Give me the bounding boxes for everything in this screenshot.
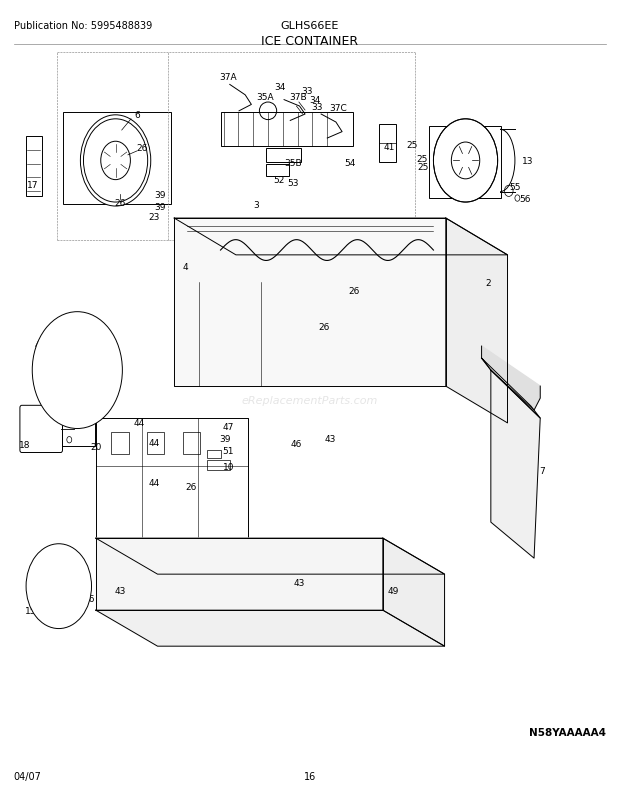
Text: GLHS66EE: GLHS66EE [281, 22, 339, 31]
Bar [215, 556, 250, 602]
Text: 52: 52 [273, 176, 285, 185]
Bar [147, 432, 164, 455]
Text: 44: 44 [149, 478, 160, 487]
Bar [221, 113, 353, 147]
Text: 35B: 35B [284, 158, 301, 168]
Text: 39: 39 [154, 202, 166, 211]
Text: 49: 49 [388, 586, 399, 595]
Polygon shape [482, 346, 540, 411]
Text: 50: 50 [44, 402, 55, 411]
Text: 4: 4 [182, 262, 188, 271]
Text: 18: 18 [19, 440, 30, 449]
Text: ICE CONTAINER: ICE CONTAINER [262, 35, 358, 48]
Text: 56: 56 [519, 194, 531, 203]
Polygon shape [383, 538, 445, 646]
Bar [183, 432, 200, 455]
Text: 44: 44 [149, 438, 160, 447]
Text: 3: 3 [254, 200, 259, 209]
Text: 39: 39 [154, 190, 166, 199]
Circle shape [81, 115, 151, 207]
Text: 43: 43 [115, 586, 126, 595]
Bar [379, 124, 396, 163]
Circle shape [32, 312, 122, 429]
Text: 13: 13 [521, 156, 533, 166]
Bar [275, 556, 311, 602]
Text: 45B: 45B [96, 367, 112, 375]
Text: 04/07: 04/07 [14, 771, 42, 780]
Text: 10: 10 [223, 462, 234, 471]
Text: 20: 20 [90, 442, 102, 451]
Text: 45A: 45A [96, 385, 112, 395]
Text: 26: 26 [114, 198, 126, 207]
Polygon shape [96, 538, 445, 574]
Text: 46: 46 [291, 439, 302, 448]
Bar [53, 371, 67, 390]
Polygon shape [96, 538, 383, 610]
Bar [62, 404, 95, 447]
Text: 34: 34 [275, 83, 286, 91]
Text: 15: 15 [25, 606, 37, 615]
Text: 25: 25 [406, 141, 417, 150]
Text: 43: 43 [325, 434, 336, 443]
Circle shape [433, 119, 498, 203]
Text: 26: 26 [319, 322, 330, 331]
Text: 45C: 45C [34, 341, 51, 350]
Circle shape [26, 544, 92, 629]
Text: 37C: 37C [329, 104, 347, 113]
Text: 2: 2 [485, 278, 490, 287]
Text: 44: 44 [133, 418, 144, 427]
Bar [53, 336, 73, 358]
Text: 25: 25 [417, 162, 428, 172]
Text: 33: 33 [312, 103, 323, 111]
Text: 35A: 35A [257, 93, 275, 102]
Polygon shape [446, 219, 508, 423]
Bar [428, 127, 502, 199]
Text: 26: 26 [136, 144, 148, 153]
Bar [111, 432, 128, 455]
Bar [63, 113, 171, 205]
Text: 26: 26 [349, 286, 360, 295]
Text: 47: 47 [223, 422, 234, 431]
Text: 37A: 37A [219, 73, 237, 82]
Bar [207, 460, 231, 471]
Bar [207, 451, 221, 459]
Text: 16: 16 [304, 771, 316, 780]
Text: 45D: 45D [96, 352, 113, 361]
Text: 17: 17 [27, 180, 38, 190]
Text: N58YAAAAA4: N58YAAAAA4 [529, 727, 606, 737]
Bar [59, 364, 70, 379]
Text: 39: 39 [219, 434, 231, 443]
Text: 34: 34 [309, 96, 321, 105]
Text: 41: 41 [383, 142, 395, 152]
Bar [265, 165, 289, 177]
Polygon shape [96, 610, 445, 646]
Text: 6: 6 [135, 111, 140, 119]
Text: eReplacementParts.com: eReplacementParts.com [242, 396, 378, 406]
Text: Publication No: 5995488839: Publication No: 5995488839 [14, 22, 152, 31]
Text: 23: 23 [149, 213, 160, 221]
Text: 16: 16 [84, 594, 95, 603]
Bar [265, 148, 301, 163]
Polygon shape [482, 358, 540, 419]
Text: 26: 26 [186, 482, 197, 491]
Text: 43: 43 [294, 578, 305, 587]
Text: 54: 54 [345, 158, 356, 168]
FancyBboxPatch shape [20, 406, 63, 453]
Polygon shape [174, 219, 446, 387]
Text: 33: 33 [301, 87, 312, 95]
Text: 25: 25 [417, 154, 428, 164]
Bar [26, 137, 42, 197]
Bar [154, 556, 190, 602]
Polygon shape [174, 219, 508, 256]
Polygon shape [491, 371, 540, 558]
Text: 51: 51 [223, 446, 234, 455]
Text: 53: 53 [287, 179, 298, 188]
Text: 55: 55 [509, 182, 521, 192]
Text: 37B: 37B [289, 93, 306, 102]
Text: 7: 7 [539, 466, 545, 475]
Text: 45: 45 [50, 326, 61, 335]
